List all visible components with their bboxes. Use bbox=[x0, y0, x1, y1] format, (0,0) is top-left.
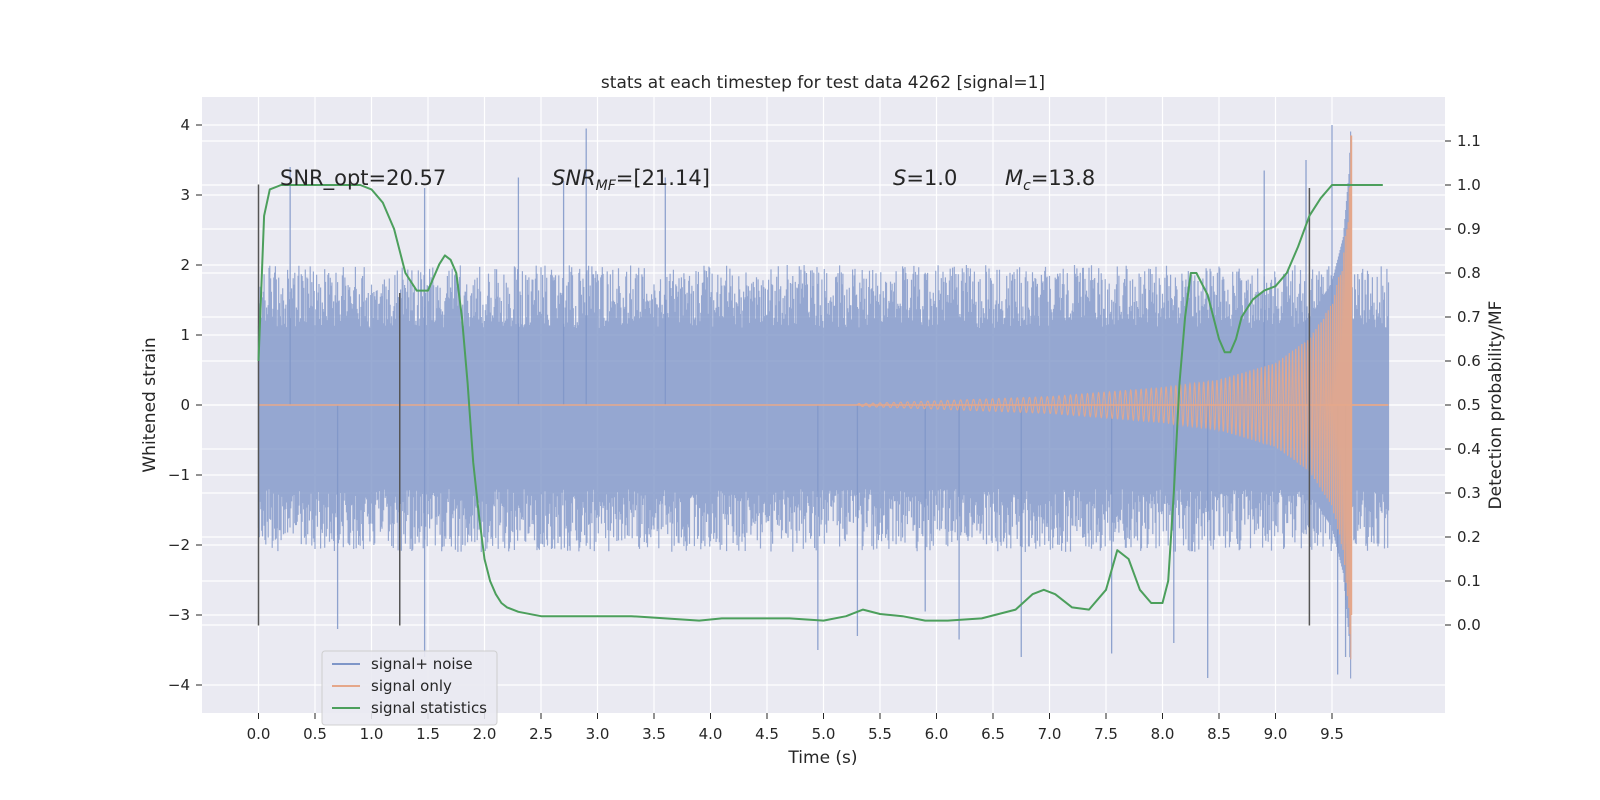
right-tick-label: 0.1 bbox=[1457, 572, 1481, 590]
left-tick-label: −1 bbox=[168, 466, 190, 484]
annotation-mc: Mc=13.8 bbox=[1005, 166, 1095, 194]
legend: signal+ noise signal only signal statist… bbox=[321, 650, 498, 726]
chart-title: stats at each timestep for test data 426… bbox=[601, 73, 1045, 93]
right-tick-label: 0.3 bbox=[1457, 484, 1481, 502]
x-axis-ticks: 0.0 0.5 1.0 1.5 2.0 2.5 3.0 3.5 4.0 4.5 5.0 5.5 6.0 6… bbox=[247, 713, 1344, 743]
annotation-snr-opt: SNR_opt=20.57 bbox=[280, 166, 446, 191]
x-tick-label: 6.0 bbox=[925, 725, 949, 743]
x-tick-label: 4.5 bbox=[755, 725, 779, 743]
x-axis-label: Time (s) bbox=[787, 748, 857, 768]
x-tick-label: 2.0 bbox=[473, 725, 497, 743]
left-tick-label: −4 bbox=[168, 676, 190, 694]
y-axis-label-right: Detection probability/MF bbox=[1486, 301, 1506, 510]
annotation-snr-mf: SNRMF=[21.14] bbox=[552, 166, 710, 194]
snr-mf-sub: MF bbox=[596, 178, 617, 194]
right-tick-label: 1.1 bbox=[1457, 132, 1481, 150]
right-tick-label: 0.6 bbox=[1457, 352, 1481, 370]
s-italic: S bbox=[893, 166, 906, 190]
x-tick-label: 9.0 bbox=[1264, 725, 1288, 743]
x-tick-label: 7.0 bbox=[1038, 725, 1062, 743]
x-tick-label: 0.5 bbox=[303, 725, 327, 743]
mc-value: =13.8 bbox=[1031, 166, 1095, 190]
right-tick-label: 0.0 bbox=[1457, 616, 1481, 634]
x-tick-label: 8.5 bbox=[1207, 725, 1231, 743]
left-tick-label: 1 bbox=[180, 326, 190, 344]
right-axis-ticks: 0.0 0.1 0.2 0.3 0.4 0.5 0.6 0.7 0.8 0.9 1.0 1.1 bbox=[1445, 132, 1481, 634]
mc-base: M bbox=[1005, 166, 1023, 190]
x-tick-label: 7.5 bbox=[1094, 725, 1118, 743]
x-tick-label: 8.0 bbox=[1151, 725, 1175, 743]
left-tick-label: 0 bbox=[180, 396, 190, 414]
right-tick-label: 0.4 bbox=[1457, 440, 1481, 458]
right-tick-label: 0.5 bbox=[1457, 396, 1481, 414]
y-axis-label-left: Whitened strain bbox=[140, 337, 160, 472]
stat-curve bbox=[257, 184, 1383, 622]
x-tick-label: 1.5 bbox=[416, 725, 440, 743]
s-value: =1.0 bbox=[906, 166, 957, 190]
series-signal-statistics bbox=[257, 184, 1383, 622]
left-tick-label: 3 bbox=[180, 186, 190, 204]
right-tick-label: 0.9 bbox=[1457, 220, 1481, 238]
annotation-s: S=1.0 bbox=[893, 166, 957, 190]
plot-area bbox=[257, 125, 1390, 679]
snr-mf-value: =[21.14] bbox=[616, 166, 710, 190]
x-tick-label: 4.0 bbox=[699, 725, 723, 743]
x-tick-label: 9.5 bbox=[1320, 725, 1344, 743]
x-tick-label: 3.5 bbox=[642, 725, 666, 743]
mc-sub: c bbox=[1023, 178, 1031, 194]
x-tick-label: 2.5 bbox=[529, 725, 553, 743]
left-tick-label: 2 bbox=[180, 256, 190, 274]
x-tick-label: 5.5 bbox=[868, 725, 892, 743]
x-tick-label: 3.0 bbox=[586, 725, 610, 743]
legend-label-noise: signal+ noise bbox=[371, 655, 473, 673]
signal-chirp bbox=[856, 187, 1352, 660]
legend-label-stat: signal statistics bbox=[371, 699, 487, 717]
x-tick-label: 0.0 bbox=[247, 725, 271, 743]
x-tick-label: 6.5 bbox=[981, 725, 1005, 743]
left-tick-label: −3 bbox=[168, 606, 190, 624]
right-tick-label: 0.7 bbox=[1457, 308, 1481, 326]
legend-box bbox=[321, 650, 498, 726]
right-tick-label: 0.8 bbox=[1457, 264, 1481, 282]
right-tick-label: 0.2 bbox=[1457, 528, 1481, 546]
x-tick-label: 5.0 bbox=[812, 725, 836, 743]
series-signal-only bbox=[258, 135, 1389, 660]
left-tick-label: 4 bbox=[180, 116, 190, 134]
legend-label-signal: signal only bbox=[371, 677, 452, 695]
right-tick-label: 1.0 bbox=[1457, 176, 1481, 194]
vertical-markers bbox=[257, 184, 1311, 626]
left-axis-ticks: −4 −3 −2 −1 0 1 2 3 4 bbox=[168, 116, 202, 694]
x-tick-label: 1.0 bbox=[360, 725, 384, 743]
snr-mf-base: SNR bbox=[552, 166, 596, 190]
left-tick-label: −2 bbox=[168, 536, 190, 554]
